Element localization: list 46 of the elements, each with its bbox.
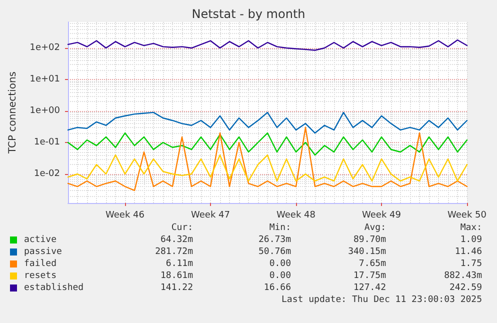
text: 242.59	[449, 283, 482, 293]
text: 64.32m	[160, 235, 193, 245]
text: Max:	[460, 223, 482, 233]
legend-label: established	[24, 283, 84, 293]
legend-label: failed	[24, 259, 57, 269]
text: Last update: Thu Dec 11 23:00:03 2025	[282, 295, 482, 305]
text: 0.00	[269, 271, 291, 281]
line-series	[67, 126, 468, 192]
y-tick-label: 1e+02	[30, 43, 60, 54]
text: 882.43m	[444, 271, 482, 281]
text: Avg:	[364, 223, 386, 233]
legend-label: resets	[24, 271, 57, 281]
y-tick-label: 1e+01	[30, 74, 60, 85]
x-tick-label: Week 50	[448, 210, 487, 220]
x-tick-label: Week 48	[276, 210, 316, 220]
text: 281.72m	[155, 247, 193, 257]
legend-label: passive	[24, 247, 62, 257]
text: 7.65m	[358, 259, 386, 269]
chart-title: Netstat - by month	[192, 7, 306, 21]
text: 26.73m	[258, 235, 291, 245]
text: 1.09	[460, 235, 482, 245]
text: 127.42	[353, 283, 386, 293]
line-series	[67, 132, 468, 156]
y-tick-label: 1e-01	[34, 138, 60, 148]
text: Min:	[269, 223, 291, 233]
x-tick-label: Week 46	[106, 210, 145, 220]
text: 18.61m	[160, 271, 193, 281]
text: 11.46	[454, 247, 482, 257]
x-tick-label: Week 49	[362, 210, 402, 220]
legend-label: active	[24, 235, 57, 245]
y-axis-title: TCP connections	[8, 71, 18, 155]
text: 1.75	[460, 259, 482, 269]
text: Cur:	[171, 223, 193, 233]
line-series	[67, 112, 468, 134]
text: 17.75m	[353, 271, 386, 281]
text: 0.00	[269, 259, 291, 269]
line-series	[67, 39, 468, 51]
text: 141.22	[160, 283, 193, 293]
text: 89.70m	[353, 235, 386, 245]
text: 6.11m	[166, 259, 193, 269]
y-tick-label: 1e+00	[30, 106, 60, 116]
y-tick-label: 1e-02	[34, 169, 60, 179]
text: 16.66	[264, 283, 291, 293]
text: 340.15m	[348, 247, 386, 257]
x-tick-label: Week 47	[191, 210, 230, 220]
text: 50.76m	[258, 247, 291, 257]
